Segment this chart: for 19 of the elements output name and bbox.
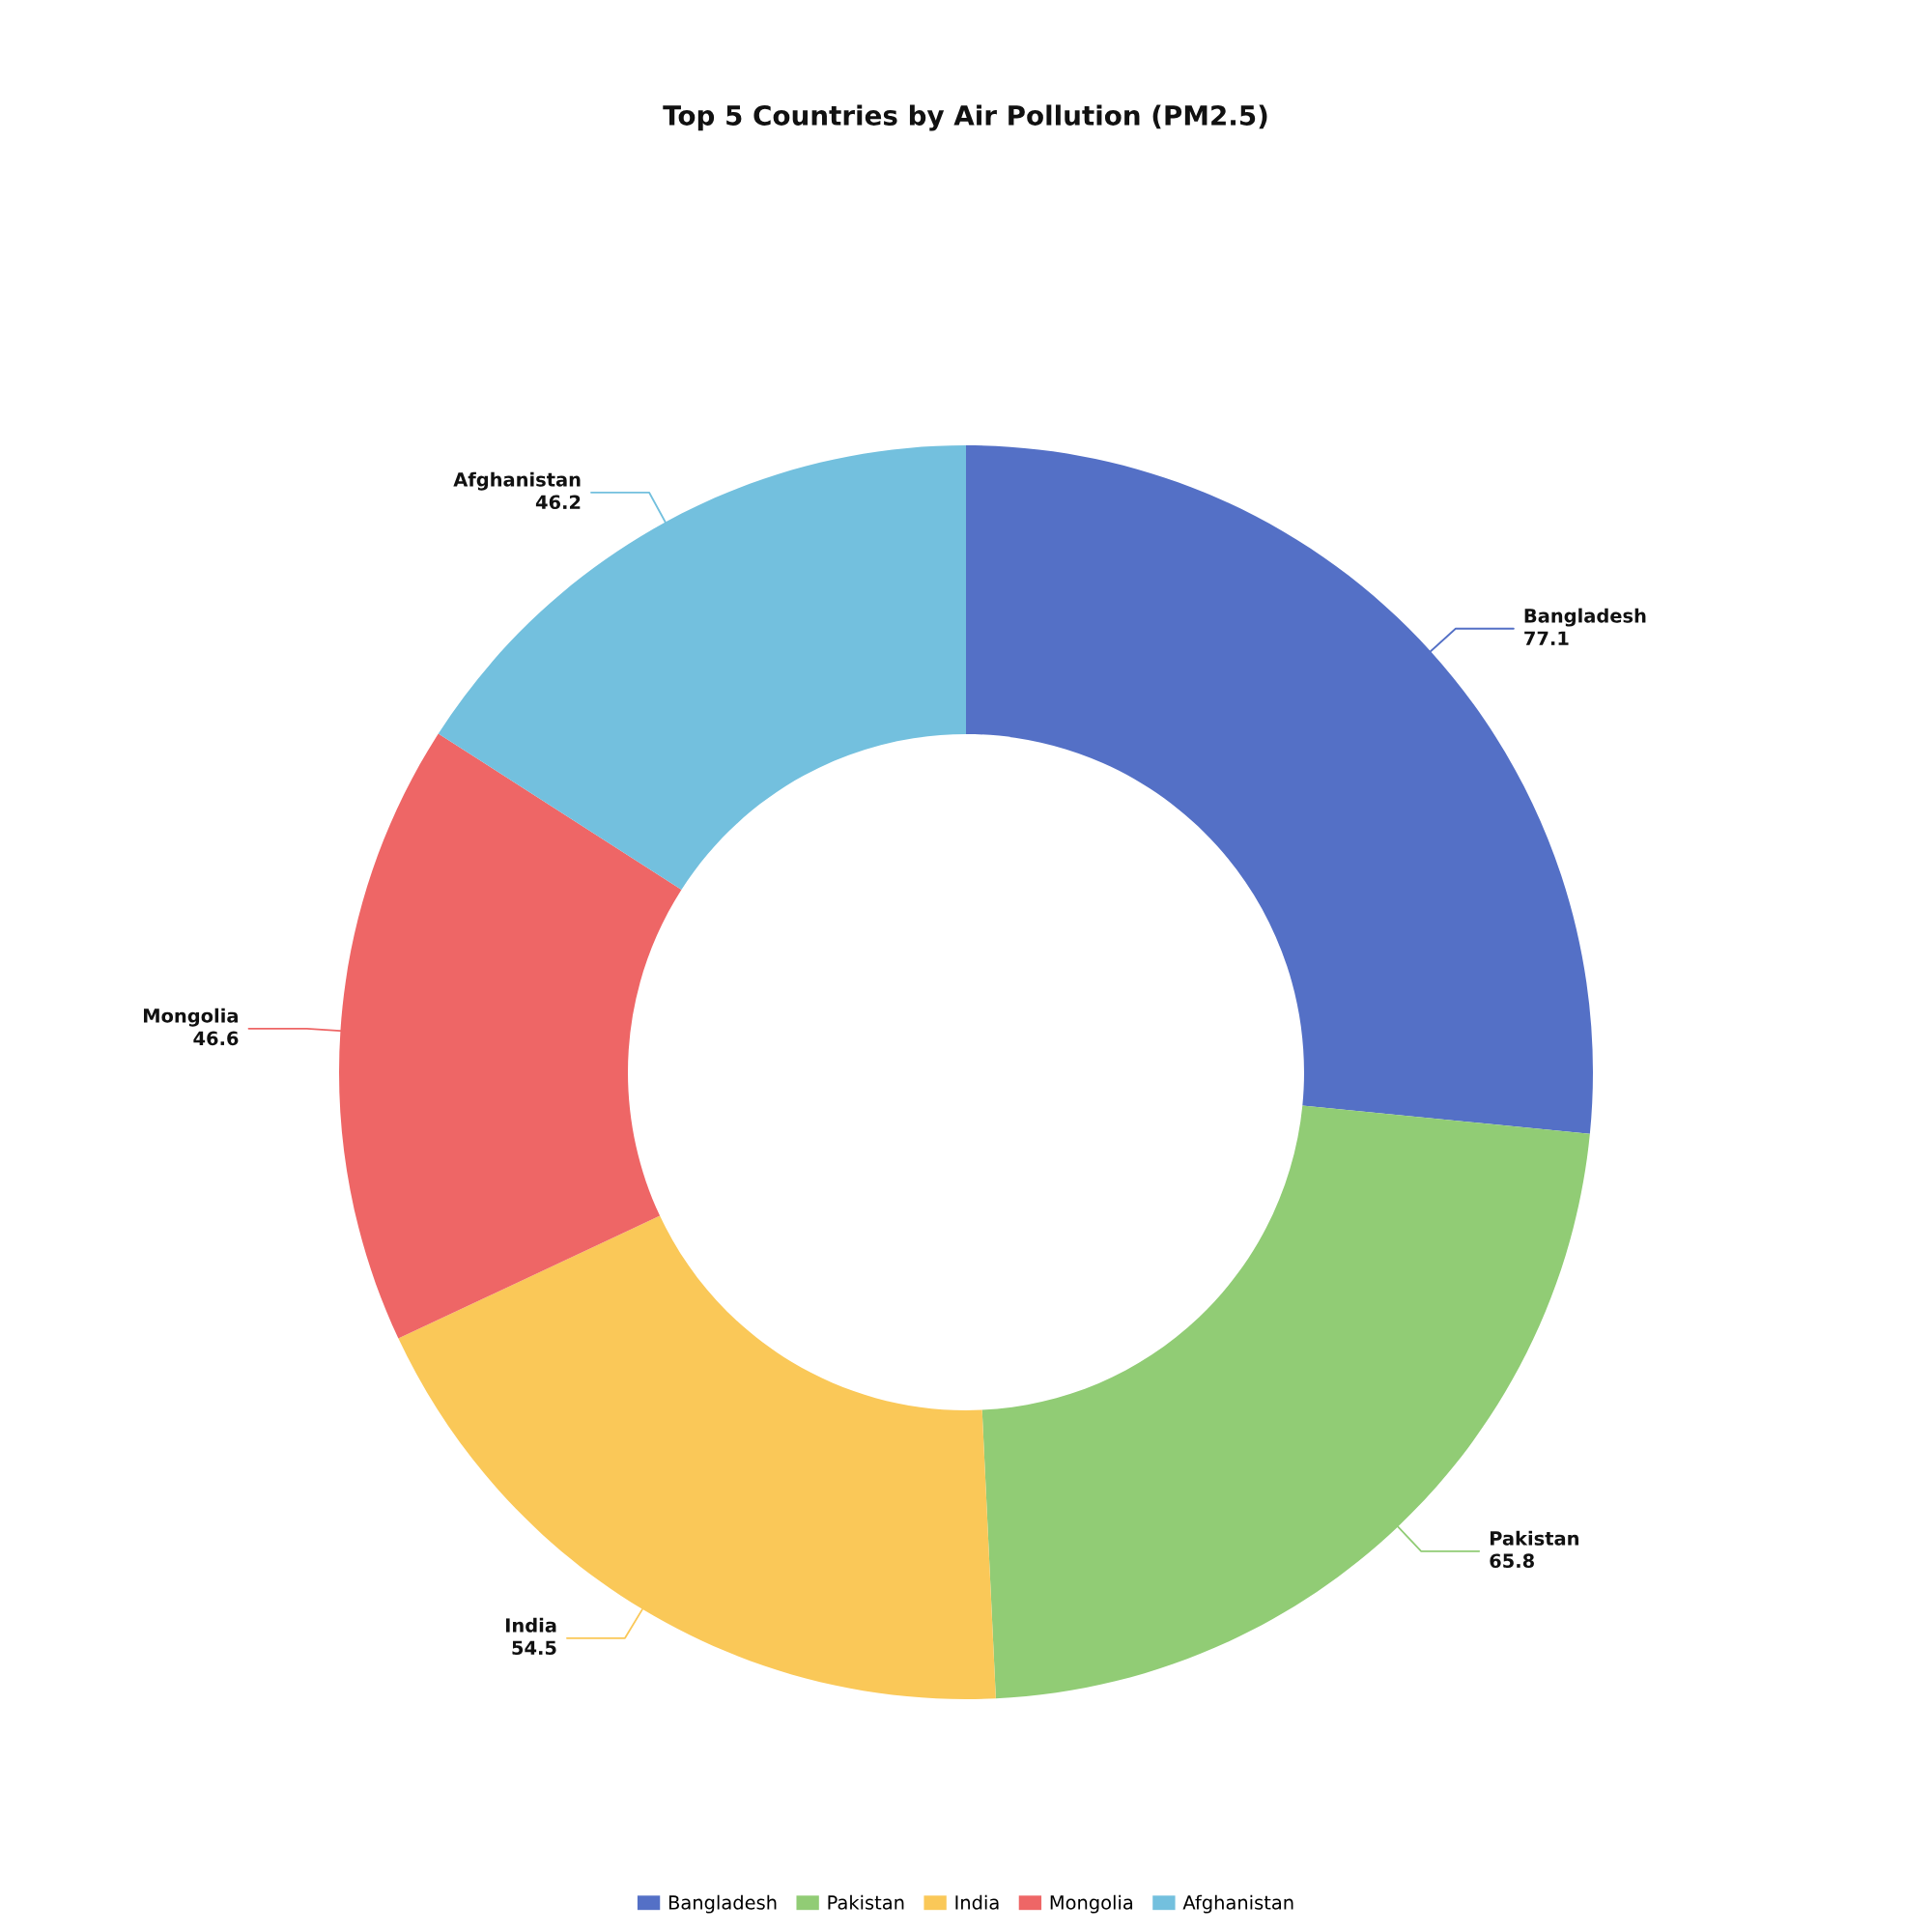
data-label: 54.5: [512, 1640, 556, 1656]
slice-label: Pakistan: [1490, 1530, 1578, 1546]
legend-label: Pakistan: [828, 1894, 904, 1910]
donut-slice: [438, 445, 966, 890]
slice-label: Bangladesh: [1524, 608, 1646, 627]
data-label: 46.2: [535, 495, 581, 510]
chart-title: Top 5 Countries by Air Pollution (PM2.5): [663, 104, 1267, 131]
donut-slice: [398, 1215, 996, 1699]
donut-slice: [981, 1105, 1590, 1699]
data-label: 65.8: [1490, 1553, 1534, 1569]
data-label: 77.1: [1524, 631, 1569, 645]
legend-label: Bangladesh: [668, 1894, 777, 1914]
legend-label: India: [955, 1894, 999, 1910]
slice-label: Mongolia: [144, 1008, 238, 1027]
legend-label: Mongolia: [1050, 1894, 1133, 1914]
slice-label: India: [505, 1617, 556, 1633]
legend-label: Afghanistan: [1182, 1894, 1293, 1914]
slice-label: Afghanistan: [453, 471, 581, 491]
data-label: 46.6: [193, 1031, 239, 1046]
